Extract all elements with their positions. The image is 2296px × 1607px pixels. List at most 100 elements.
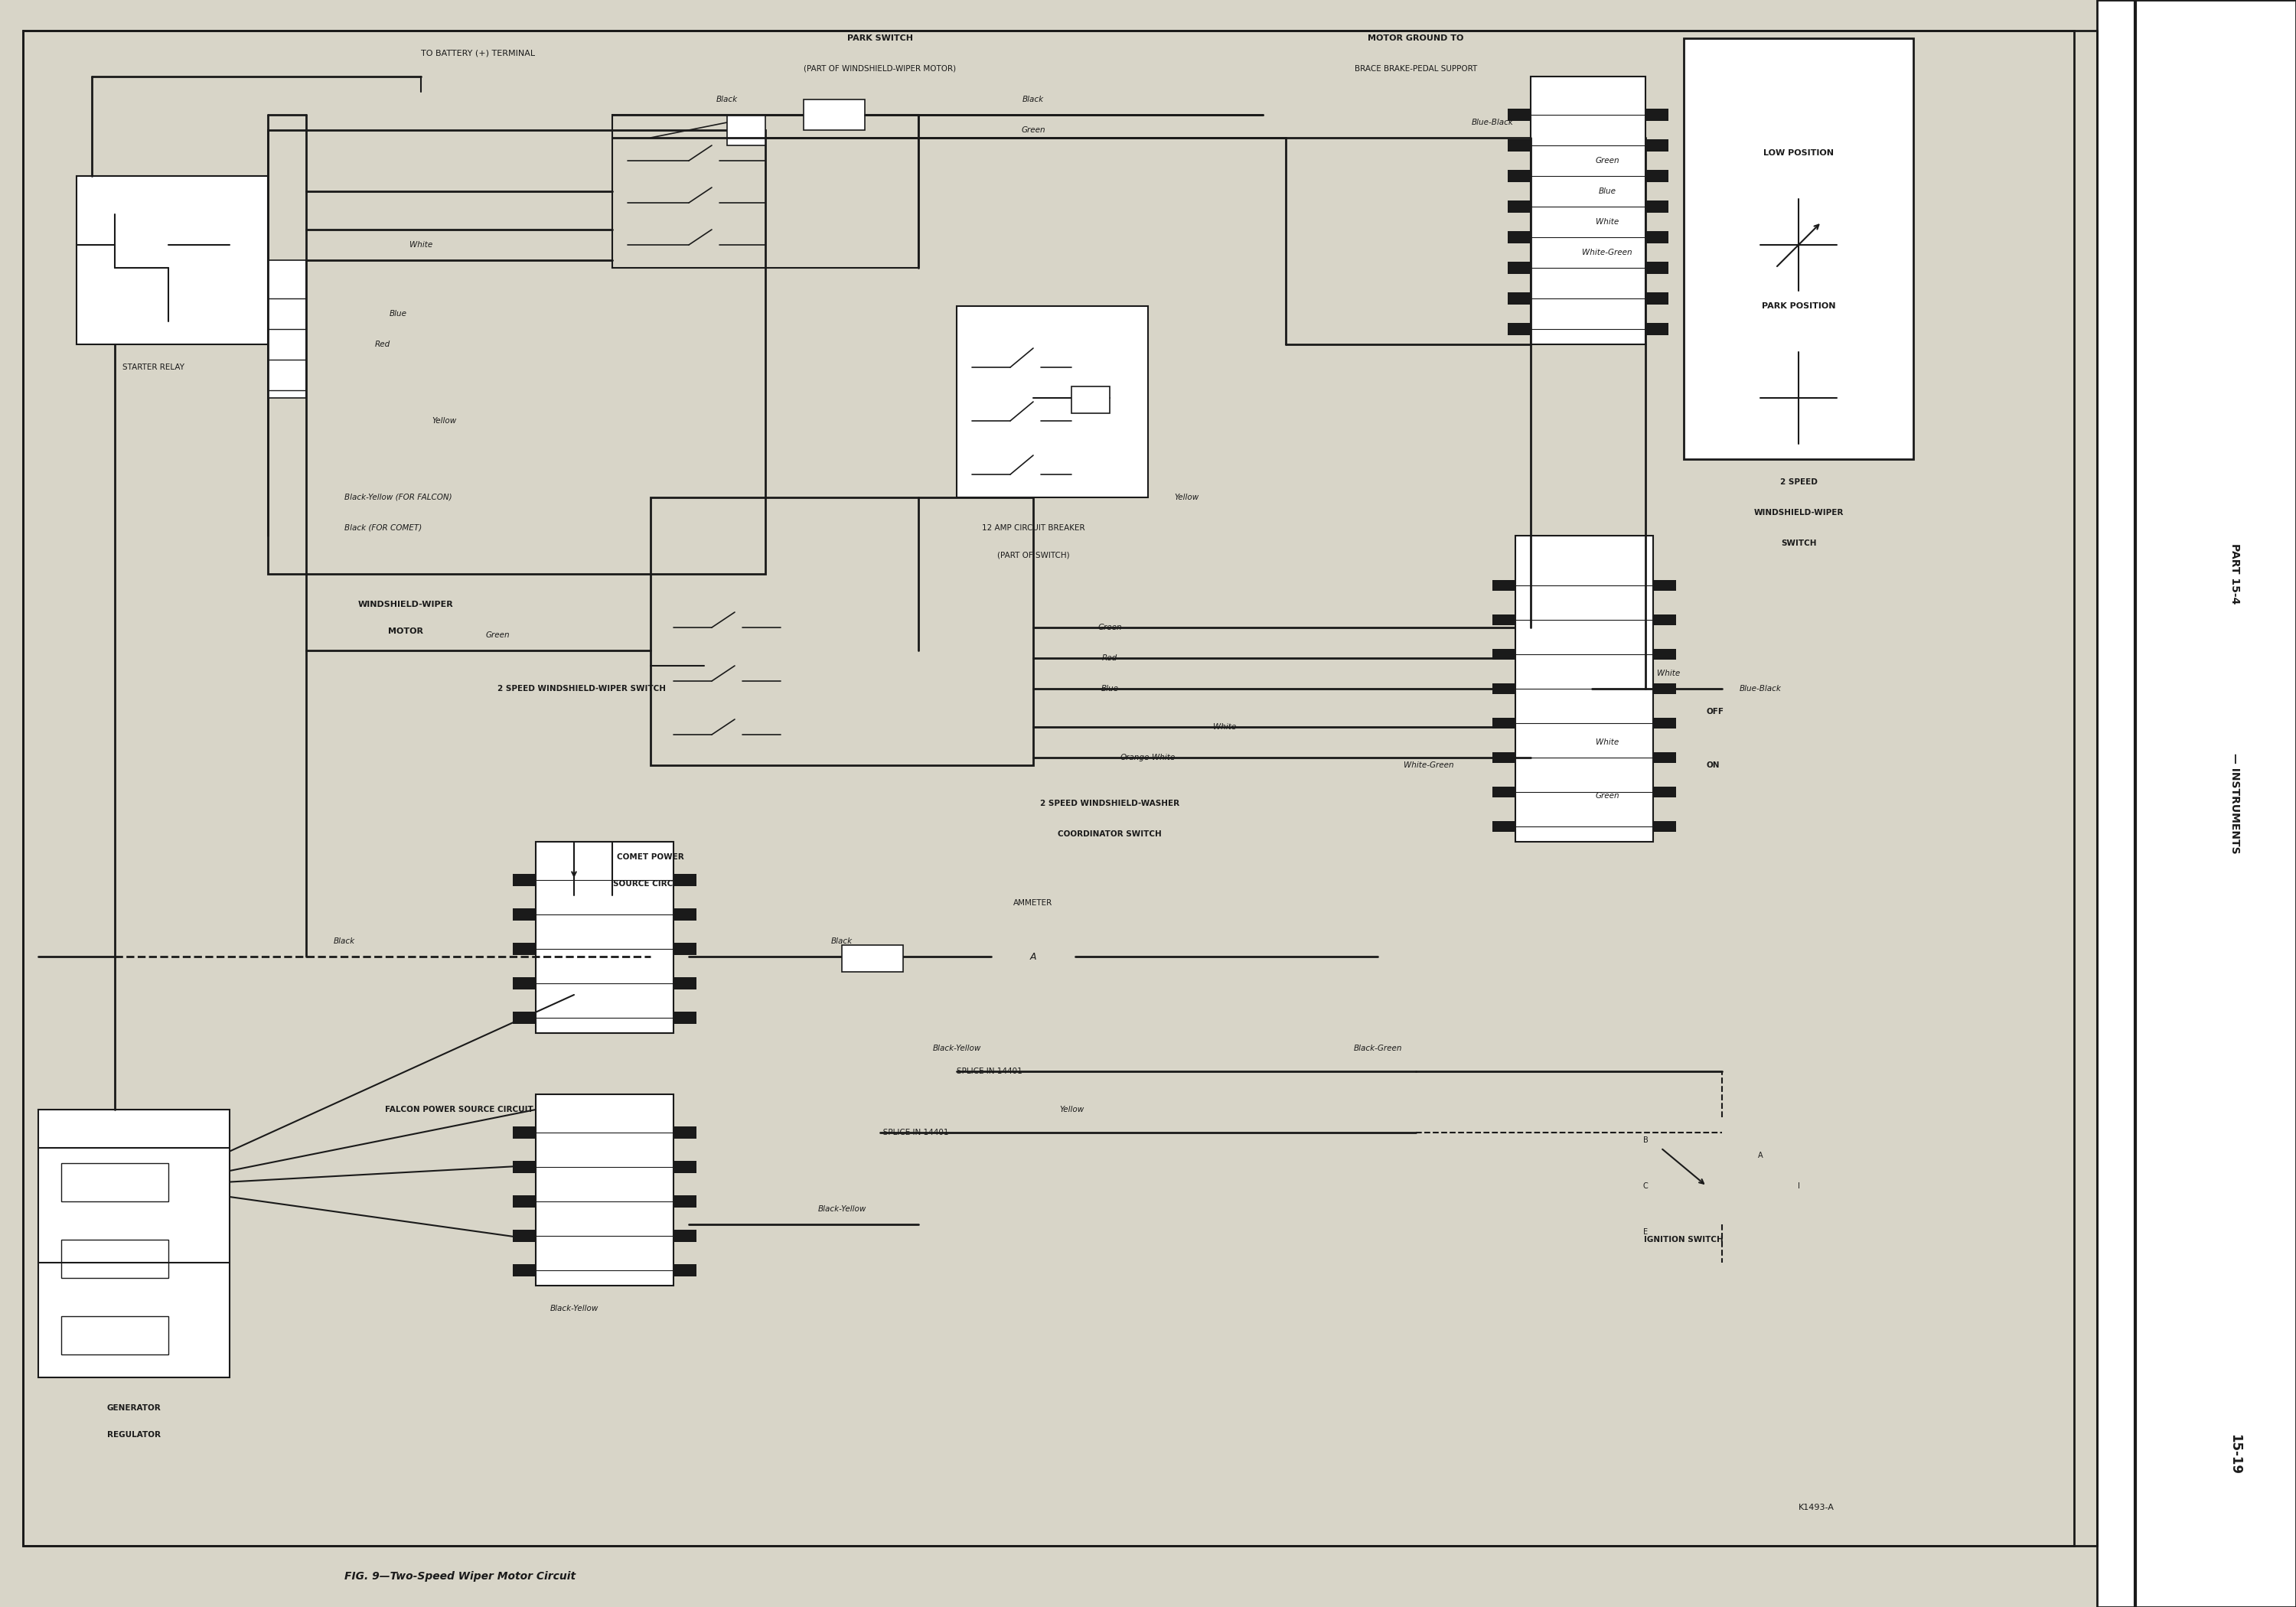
Text: Black-Yellow: Black-Yellow [932,1045,980,1053]
Bar [1646,292,1669,305]
Text: Black-Yellow (FOR FALCON): Black-Yellow (FOR FALCON) [344,493,452,501]
Text: B: B [1644,1136,1649,1144]
Bar [650,498,1033,765]
Text: SOURCE CIRCUIT: SOURCE CIRCUIT [613,881,689,887]
Bar [512,1265,535,1276]
Bar [1492,752,1515,763]
Text: Black-Green: Black-Green [1352,1045,1403,1053]
Text: BRACE BRAKE-PEDAL SUPPORT: BRACE BRAKE-PEDAL SUPPORT [1355,64,1476,72]
Text: Green: Green [1596,157,1619,164]
Bar [512,943,535,955]
Bar [1508,109,1531,121]
Bar [1653,580,1676,591]
Bar [512,1160,535,1173]
Text: Black: Black [1022,96,1045,103]
Text: PARK POSITION: PARK POSITION [1761,302,1835,310]
Circle shape [1692,1117,1830,1255]
Text: Black: Black [333,937,356,945]
Text: WINDSHIELD-WIPER: WINDSHIELD-WIPER [358,601,452,609]
Text: 2 SPEED WINDSHIELD-WASHER: 2 SPEED WINDSHIELD-WASHER [1040,800,1180,807]
Text: PART 15-4: PART 15-4 [2229,543,2241,604]
Text: Green: Green [1596,792,1619,800]
Text: A: A [1031,951,1035,961]
Text: C: C [1644,1183,1649,1189]
Text: WINDSHIELD-WIPER: WINDSHIELD-WIPER [1754,509,1844,516]
Text: 15-19: 15-19 [2227,1433,2241,1474]
Text: Yellow: Yellow [432,418,457,424]
Bar [1492,683,1515,694]
Text: ON: ON [1706,762,1720,770]
Text: TO BATTERY (+) TERMINAL: TO BATTERY (+) TERMINAL [420,50,535,58]
Text: Blue-Black: Blue-Black [1472,119,1513,127]
Bar [76,177,269,344]
Bar [1508,140,1531,151]
Bar [1492,649,1515,659]
Bar [1515,535,1653,842]
Text: White: White [1212,723,1235,731]
Text: SPLICE IN 14401: SPLICE IN 14401 [957,1067,1022,1075]
Text: FIG. 9—Two-Speed Wiper Motor Circuit: FIG. 9—Two-Speed Wiper Motor Circuit [344,1572,576,1581]
Bar [1508,262,1531,273]
Text: Black (FOR COMET): Black (FOR COMET) [344,524,422,532]
Bar [1646,323,1669,336]
Bar [1653,718,1676,728]
Bar [673,1229,696,1242]
Text: White: White [1658,670,1681,677]
Text: Blue-Black: Blue-Black [1740,685,1782,693]
Bar [1508,323,1531,336]
Bar [512,908,535,921]
Text: Black-Yellow: Black-Yellow [549,1305,599,1313]
Bar [512,1229,535,1242]
Bar [673,874,696,885]
Text: PARK SWITCH: PARK SWITCH [847,34,914,42]
Bar [1653,752,1676,763]
Text: 12 AMP CIRCUIT BREAKER: 12 AMP CIRCUIT BREAKER [983,524,1084,532]
Text: White: White [1596,739,1619,746]
Bar [512,1196,535,1207]
Bar [512,1127,535,1139]
Bar [2096,0,2296,1607]
Bar [673,943,696,955]
Bar [1683,39,1913,460]
Circle shape [1577,1117,1715,1255]
Text: Black: Black [831,937,852,945]
Text: GENERATOR: GENERATOR [108,1405,161,1413]
Bar [613,114,918,268]
Text: Yellow: Yellow [1058,1106,1084,1114]
Bar [673,1196,696,1207]
Text: (PART OF SWITCH): (PART OF SWITCH) [996,551,1070,559]
Bar [1646,231,1669,243]
Bar [1646,109,1669,121]
Bar [62,1163,168,1202]
Text: Green: Green [484,632,510,640]
Bar [1508,170,1531,182]
Bar [1508,201,1531,212]
Text: IGNITION SWITCH: IGNITION SWITCH [1644,1236,1724,1244]
Text: K1493-A: K1493-A [1798,1504,1835,1511]
Text: (PART OF WINDSHIELD-WIPER MOTOR): (PART OF WINDSHIELD-WIPER MOTOR) [804,64,957,72]
Text: Red: Red [1102,654,1118,662]
Bar [957,305,1148,498]
Bar [535,842,673,1033]
Bar [1492,718,1515,728]
Bar [1531,77,1646,344]
Text: Blue: Blue [1598,188,1616,194]
Circle shape [992,914,1075,998]
Bar [512,1012,535,1024]
Bar [1646,201,1669,212]
Bar [804,100,866,130]
Bar [1508,231,1531,243]
Bar [269,130,765,574]
Text: FALCON POWER SOURCE CIRCUIT: FALCON POWER SOURCE CIRCUIT [386,1106,533,1114]
Text: White: White [1596,219,1619,225]
Text: LOW POSITION: LOW POSITION [1763,149,1835,157]
Text: REGULATOR: REGULATOR [108,1430,161,1438]
Text: White-Green: White-Green [1403,762,1453,770]
Text: OFF: OFF [1706,707,1724,715]
Text: Yellow: Yellow [1173,493,1199,501]
Bar [673,1127,696,1139]
Bar [843,945,902,972]
Text: 2 SPEED WINDSHIELD-WIPER SWITCH: 2 SPEED WINDSHIELD-WIPER SWITCH [498,685,666,693]
Text: Green: Green [1097,624,1123,632]
Bar [23,31,2073,1546]
